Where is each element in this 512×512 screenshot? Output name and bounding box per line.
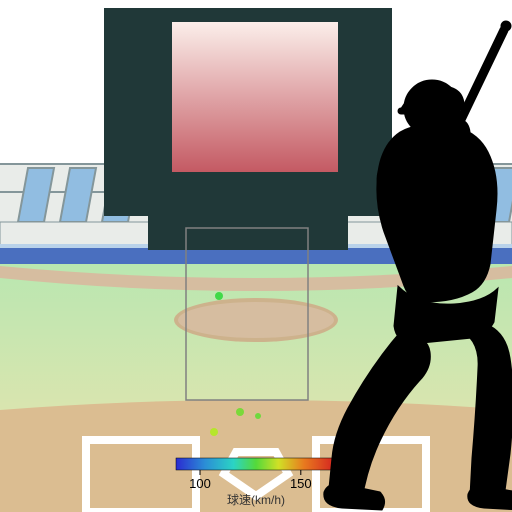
pitch-marker bbox=[210, 428, 218, 436]
pitchers-mound bbox=[178, 302, 334, 338]
scoreboard-screen bbox=[172, 22, 338, 172]
legend-axis-label: 球速(km/h) bbox=[227, 493, 285, 507]
legend-tick: 150 bbox=[290, 476, 312, 491]
pitch-marker bbox=[255, 413, 261, 419]
legend-tick: 100 bbox=[189, 476, 211, 491]
speed-legend-bar bbox=[176, 458, 336, 470]
pitch-location-diagram: 100 150 球速(km/h) bbox=[0, 0, 512, 512]
pitch-marker bbox=[215, 292, 223, 300]
pitch-marker bbox=[236, 408, 244, 416]
